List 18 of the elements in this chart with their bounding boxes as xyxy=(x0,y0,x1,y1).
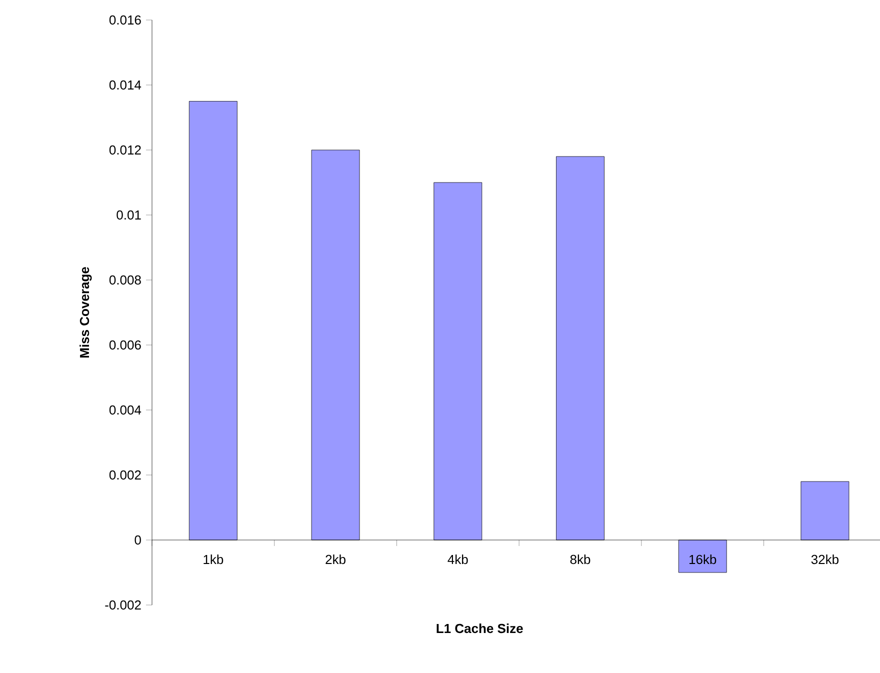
y-tick-label: 0.004 xyxy=(109,405,142,415)
x-axis-title: L1 Cache Size xyxy=(436,624,523,634)
y-tick-label: 0.002 xyxy=(109,470,141,480)
x-tick-label: 2kb xyxy=(326,554,346,564)
y-tick-label: 0.012 xyxy=(109,145,141,155)
y-tick-label: 0.016 xyxy=(109,15,141,25)
x-tick-label: 32kb xyxy=(811,554,838,564)
x-tick-label: 8kb xyxy=(570,554,590,564)
y-tick-label: 0.006 xyxy=(109,340,141,350)
y-tick-label: 0.014 xyxy=(109,80,142,90)
y-tick-label: 0 xyxy=(134,535,141,545)
x-tick-label: 16kb xyxy=(689,554,716,564)
y-tick-label: 0.01 xyxy=(116,210,141,220)
y-axis-title: Miss Coverage xyxy=(80,267,92,358)
y-tick-label: -0.002 xyxy=(105,600,141,610)
x-tick-label: 1kb xyxy=(204,554,224,564)
y-tick-label: 0.008 xyxy=(109,275,141,285)
x-tick-label: 4kb xyxy=(448,554,468,564)
